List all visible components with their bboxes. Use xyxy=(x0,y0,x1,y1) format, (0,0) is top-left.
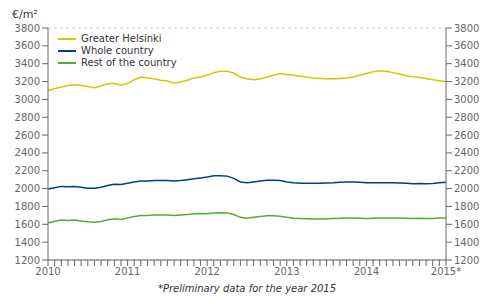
html-text:Rest of the country: Rest of the country xyxy=(81,57,177,68)
svg-text:2400: 2400 xyxy=(454,147,479,158)
svg-text:2014: 2014 xyxy=(354,266,379,277)
svg-text:2011: 2011 xyxy=(115,266,140,277)
svg-text:1400: 1400 xyxy=(454,237,479,248)
svg-text:3600: 3600 xyxy=(15,40,40,51)
svg-text:2200: 2200 xyxy=(454,165,479,176)
svg-text:3600: 3600 xyxy=(454,40,479,51)
html-text:Greater Helsinki: Greater Helsinki xyxy=(81,33,162,44)
html-text:*Preliminary data for the year: *Preliminary data for the year 2015 xyxy=(157,283,337,294)
svg-text:2600: 2600 xyxy=(15,130,40,141)
svg-text:2012: 2012 xyxy=(194,266,219,277)
svg-text:1200: 1200 xyxy=(454,255,479,266)
svg-text:3800: 3800 xyxy=(15,23,40,34)
svg-text:2000: 2000 xyxy=(15,183,40,194)
svg-text:3400: 3400 xyxy=(15,58,40,69)
svg-text:1800: 1800 xyxy=(15,201,40,212)
html-text:Whole country: Whole country xyxy=(81,45,154,56)
svg-text:3200: 3200 xyxy=(15,76,40,87)
svg-text:1600: 1600 xyxy=(454,219,479,230)
svg-text:2800: 2800 xyxy=(15,112,40,123)
svg-text:2800: 2800 xyxy=(454,112,479,123)
svg-text:3400: 3400 xyxy=(454,58,479,69)
svg-text:2015*: 2015* xyxy=(431,266,461,277)
svg-text:2400: 2400 xyxy=(15,147,40,158)
svg-text:3000: 3000 xyxy=(15,94,40,105)
svg-text:3000: 3000 xyxy=(454,94,479,105)
svg-text:2200: 2200 xyxy=(15,165,40,176)
svg-text:2010: 2010 xyxy=(35,266,60,277)
svg-text:1800: 1800 xyxy=(454,201,479,212)
svg-text:2600: 2600 xyxy=(454,130,479,141)
svg-text:1400: 1400 xyxy=(15,237,40,248)
svg-text:1600: 1600 xyxy=(15,219,40,230)
html-text:€/m²: €/m² xyxy=(12,8,38,21)
svg-text:2013: 2013 xyxy=(274,266,299,277)
svg-text:3800: 3800 xyxy=(454,23,479,34)
svg-text:3200: 3200 xyxy=(454,76,479,87)
svg-text:2000: 2000 xyxy=(454,183,479,194)
svg-text:1200: 1200 xyxy=(15,255,40,266)
